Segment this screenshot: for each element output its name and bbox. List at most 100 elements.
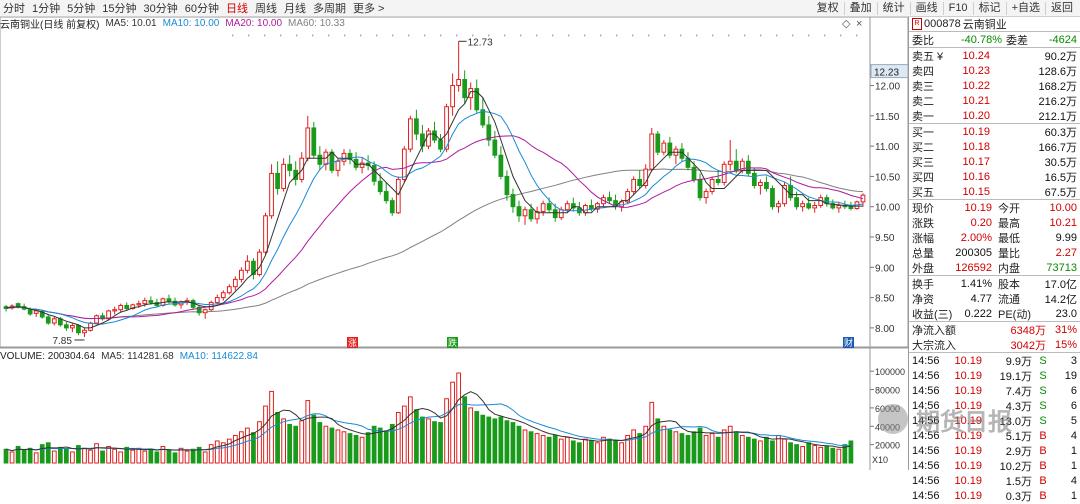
vol-bar-14 (88, 449, 93, 464)
tick-8-c0: 14:56 (912, 474, 940, 487)
ytick-label-5: 9.50 (875, 233, 895, 244)
candle-76 (462, 78, 468, 99)
tick-9-c3: B (1039, 489, 1047, 502)
ask-row-3-c2: 216.2万 (1038, 95, 1077, 108)
ask-row-4-c2: 212.1万 (1038, 110, 1077, 123)
candle-39 (239, 269, 244, 280)
tick-4-c3: S (1039, 414, 1047, 427)
candle-131 (794, 197, 799, 208)
signal-dot-31: ' (728, 33, 730, 43)
vol-bar-135 (818, 446, 824, 464)
toolbar-action-6[interactable]: +自选 (1005, 1, 1045, 15)
candle-50 (305, 127, 311, 159)
period-tab-0[interactable]: 分时 (3, 3, 25, 15)
candle-85 (516, 206, 522, 217)
bid-row-2-c1: 10.17 (962, 155, 990, 168)
vol-bar-50 (305, 400, 311, 464)
candle-100 (607, 197, 612, 202)
vol-bar-86 (522, 429, 528, 464)
vol-bar-120 (727, 425, 733, 464)
vol-bar-103 (625, 434, 630, 464)
candle-21 (130, 304, 136, 309)
tick-3-c3: S (1039, 399, 1047, 412)
vol-bar-12 (76, 445, 81, 464)
bid-row-4-c1: 10.15 (962, 185, 990, 198)
tick-8-c4: 4 (1070, 474, 1077, 487)
period-tab-7[interactable]: 周线 (255, 3, 277, 15)
period-tab-5[interactable]: 60分钟 (184, 3, 219, 15)
signal-dot-18: ' (520, 33, 522, 43)
candle-42 (257, 251, 262, 276)
event-marker-0[interactable] (347, 337, 358, 348)
candle-63 (383, 191, 389, 202)
candle-87 (528, 209, 534, 220)
event-marker-2[interactable] (843, 337, 854, 348)
toolbar-action-7[interactable]: 返回 (1045, 1, 1078, 15)
period-tab-1[interactable]: 1分钟 (32, 3, 61, 15)
flow-value-1: 3042万 (1010, 339, 1046, 352)
tick-row-7: 14:56 10.19 10.2万 B 1 (909, 458, 1080, 473)
vol-bar-114 (691, 431, 697, 464)
stock-name: 云南铜业 (962, 19, 1007, 31)
candle-119 (721, 163, 727, 183)
high-label: 12.73 (468, 37, 493, 48)
webi-value: -40.78% (961, 33, 1002, 46)
toolbar-action-3[interactable]: 画线 (909, 1, 943, 15)
bid-row-3-c2: 16.5万 (1044, 171, 1077, 184)
signal-dot-36: ' (808, 33, 810, 43)
period-tab-10[interactable]: 更多 > (353, 3, 385, 15)
quote-panel: R 000878 云南铜业 委比 -40.78% 委差 -4624 卖五 ¥10… (908, 17, 1080, 503)
candle-43 (263, 215, 268, 253)
ytick-label-2: 11.00 (875, 142, 900, 153)
candle-19 (118, 304, 124, 311)
toolbar-action-4[interactable]: F10 (942, 1, 973, 15)
toolbar-action-2[interactable]: 统计 (876, 1, 910, 15)
vol-bar-89 (540, 434, 546, 464)
stat-row-1-l2: 最高 (998, 217, 1020, 230)
candle-46 (281, 163, 286, 190)
vol-bar-100 (607, 438, 612, 464)
toolbar-action-0[interactable]: 复权 (816, 1, 839, 14)
tick-row-5: 14:56 10.19 5.1万 B 4 (909, 428, 1080, 443)
ask-row-0-c1: 10.24 (962, 49, 990, 62)
tick-6-c4: 1 (1070, 444, 1077, 457)
signal-dot-0: ' (232, 33, 234, 43)
vol-bar-96 (583, 438, 588, 464)
close-icon[interactable]: × (856, 18, 862, 30)
tick-row-6: 14:56 10.19 2.9万 B 1 (909, 443, 1080, 458)
stat2-row-1: 净资 4.77 流通 14.2亿 (909, 291, 1080, 306)
period-tab-6[interactable]: 日线 (226, 3, 248, 15)
vol-bar-127 (770, 440, 775, 464)
vol-bar-52 (317, 422, 323, 464)
vol-unit-label: X10 (872, 455, 888, 465)
period-tab-2[interactable]: 5分钟 (67, 3, 96, 15)
ask-row-1-c2: 128.6万 (1038, 65, 1077, 78)
tick-1-c2: 19.1万 (999, 370, 1032, 383)
vol-bar-81 (492, 418, 498, 464)
period-tab-8[interactable]: 月线 (284, 3, 306, 15)
vol-ma5-label: MA5: 114281.68 (101, 350, 174, 362)
candle-62 (377, 180, 383, 193)
kline-chart[interactable]: 12.00 11.50 11.00 10.50 10.00 9.50 9.00 8.50 8.0… (0, 0, 908, 470)
period-tab-3[interactable]: 15分钟 (102, 3, 137, 15)
diamond-icon[interactable]: ◇ (842, 18, 851, 30)
event-marker-1[interactable] (447, 337, 458, 348)
candle-4 (27, 309, 33, 315)
toolbar-action-1[interactable]: 叠加 (843, 1, 877, 15)
vol-bar-60 (365, 432, 371, 464)
vol-bar-2 (15, 445, 21, 464)
vol-bar-85 (516, 425, 522, 464)
period-tab-4[interactable]: 30分钟 (143, 3, 178, 15)
candle-15 (94, 315, 99, 324)
stat2-row-0: 换手 1.41% 股本 17.0亿 (909, 276, 1080, 291)
stat-row-2-l1: 涨幅 (912, 232, 934, 245)
period-tab-9[interactable]: 多周期 (313, 3, 346, 15)
candle-68 (414, 118, 419, 135)
toolbar-action-5[interactable]: 标记 (972, 1, 1006, 15)
vol-bar-104 (631, 429, 637, 464)
candle-54 (329, 151, 335, 171)
vol-bar-137 (830, 447, 836, 464)
vol-bar-121 (733, 431, 739, 464)
signal-dot-38: ' (840, 33, 842, 43)
candle-84 (510, 194, 516, 208)
